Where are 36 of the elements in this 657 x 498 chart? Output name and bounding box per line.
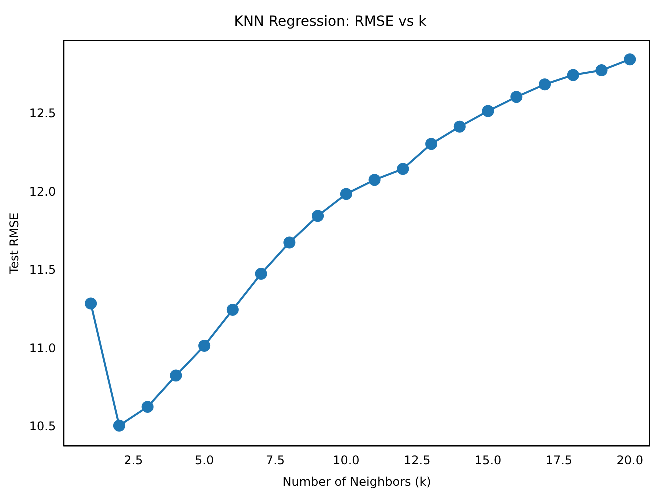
point bbox=[510, 91, 523, 104]
x-tick-label: 15.0 bbox=[474, 454, 502, 468]
point bbox=[198, 340, 211, 352]
point bbox=[539, 78, 552, 91]
y-axis-title: Test RMSE bbox=[7, 212, 22, 276]
point bbox=[596, 64, 608, 77]
point bbox=[397, 163, 410, 176]
x-axis-title: Number of Neighbors (k) bbox=[282, 474, 432, 489]
point bbox=[312, 210, 324, 222]
y-tick-label: 10.5 bbox=[29, 420, 56, 434]
point bbox=[624, 54, 636, 66]
point bbox=[340, 188, 352, 200]
x-tick-label: 5.0 bbox=[195, 454, 214, 468]
x-tick-label: 20.0 bbox=[616, 454, 644, 468]
point bbox=[142, 401, 154, 414]
point bbox=[284, 236, 296, 249]
point bbox=[226, 304, 239, 316]
point bbox=[368, 174, 381, 186]
y-tick-label: 11.0 bbox=[29, 341, 56, 356]
point bbox=[85, 298, 98, 310]
x-tick-label: 10.0 bbox=[333, 454, 360, 468]
point bbox=[113, 420, 126, 432]
point bbox=[255, 268, 268, 280]
point bbox=[170, 370, 182, 382]
point bbox=[454, 120, 466, 133]
x-tick-label: 17.5 bbox=[546, 454, 573, 468]
point bbox=[567, 69, 580, 82]
x-tick-label: 7.5 bbox=[266, 454, 286, 468]
x-tick-label: 2.5 bbox=[124, 454, 144, 468]
chart-title: KNN Regression: RMSE vs k bbox=[234, 14, 428, 30]
y-tick-label: 12.0 bbox=[29, 184, 56, 199]
y-tick-label: 11.5 bbox=[29, 263, 56, 278]
point bbox=[426, 138, 438, 150]
y-tick-label: 12.5 bbox=[29, 106, 56, 120]
point bbox=[482, 105, 494, 118]
x-tick-label: 12.5 bbox=[404, 454, 431, 468]
